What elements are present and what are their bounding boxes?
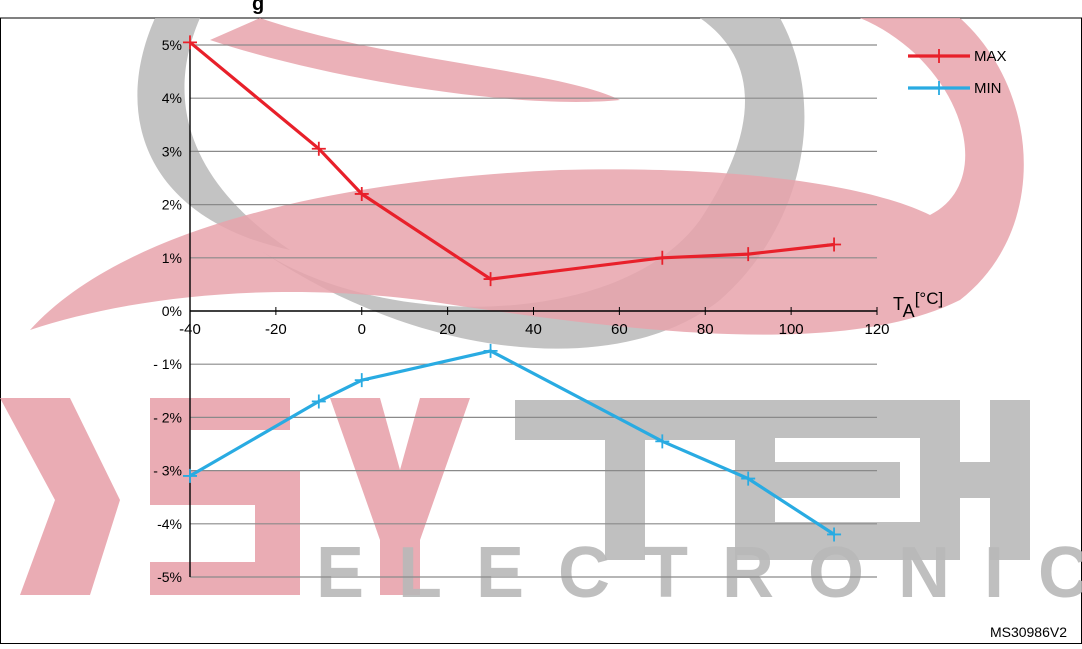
y-tick-label: 5%	[162, 37, 182, 53]
x-axis-label-sub: A	[903, 301, 915, 321]
y-tick-label: -4%	[157, 516, 182, 532]
x-tick-label: 40	[525, 321, 542, 338]
x-tick-label: 0	[358, 321, 366, 338]
x-tick-label: 120	[864, 321, 889, 338]
y-tick-label: - 2%	[153, 409, 182, 425]
legend-label-max: MAX	[974, 48, 1007, 65]
y-tick-label: - 1%	[153, 356, 182, 372]
x-tick-label: 100	[779, 321, 804, 338]
x-axis-label-unit: [°C]	[915, 289, 944, 308]
x-tick-label: 20	[439, 321, 456, 338]
figure-code: MS30986V2	[990, 624, 1067, 640]
data-point-min	[312, 394, 326, 408]
watermark-letter-k-left	[0, 398, 120, 595]
data-point-min	[484, 344, 498, 358]
watermark-subtext: ELECTRONIC	[316, 533, 1082, 613]
x-tick-label: 60	[611, 321, 628, 338]
watermark-letter-s	[150, 398, 300, 595]
header-title-fragment: g	[252, 0, 264, 15]
data-point-min	[355, 373, 369, 387]
header-strip	[0, 0, 1082, 18]
y-tick-label: 4%	[162, 90, 182, 106]
y-tick-label: - 3%	[153, 463, 182, 479]
y-tick-label: 0%	[162, 303, 182, 319]
watermark-swoosh-red-top	[210, 18, 620, 102]
y-tick-label: 2%	[162, 197, 182, 213]
y-tick-label: 1%	[162, 250, 182, 266]
legend-label-min: MIN	[974, 80, 1002, 97]
y-tick-label: 3%	[162, 143, 182, 159]
x-tick-labels: -40 -20 0 20 40 60 80 100 120	[179, 321, 889, 338]
x-tick-label: 80	[697, 321, 714, 338]
x-tick-label: -20	[265, 321, 287, 338]
y-tick-label: -5%	[157, 569, 182, 585]
x-tick-label: -40	[179, 321, 201, 338]
